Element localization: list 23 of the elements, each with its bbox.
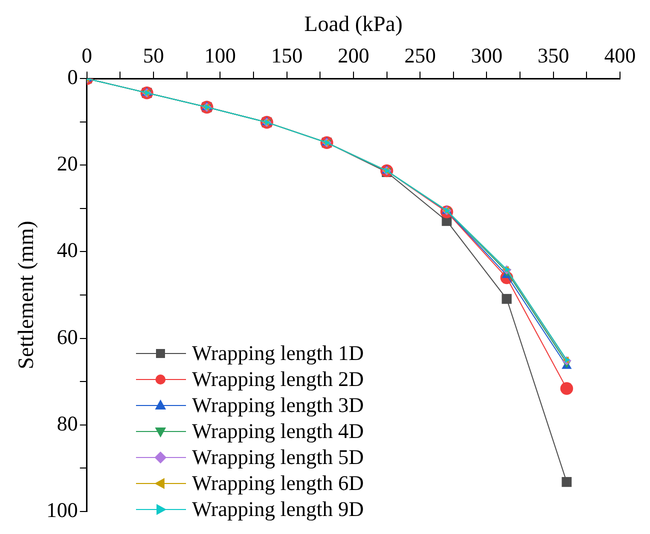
x-tick-label: 250 <box>404 44 436 68</box>
y-tick-label: 40 <box>56 238 78 262</box>
legend-label: Wrapping length 9D <box>192 496 364 522</box>
x-tick-label: 100 <box>204 44 236 68</box>
y-tick-label: 0 <box>67 65 78 90</box>
legend-label: Wrapping length 5D <box>192 444 364 470</box>
x-tick-label: 400 <box>604 44 636 68</box>
legend-label: Wrapping length 1D <box>192 340 364 366</box>
y-tick-label: 60 <box>56 324 78 349</box>
y-tick-label: 80 <box>56 411 78 436</box>
legend-label: Wrapping length 6D <box>192 470 364 496</box>
x-tick-label: 200 <box>338 44 370 68</box>
x-tick-label: 350 <box>538 44 570 68</box>
legend-label: Wrapping length 3D <box>192 392 364 418</box>
x-tick-label: 300 <box>470 44 502 68</box>
legend-label: Wrapping length 4D <box>192 418 364 444</box>
legend-label: Wrapping length 2D <box>192 366 364 392</box>
y-axis-title: Settlement (mm) <box>12 220 38 370</box>
y-tick-label: 100 <box>46 498 78 522</box>
x-axis-title: Load (kPa) <box>304 10 403 36</box>
y-tick-label: 20 <box>56 152 78 176</box>
x-tick-label: 50 <box>143 44 164 68</box>
x-tick-label: 150 <box>271 44 303 68</box>
